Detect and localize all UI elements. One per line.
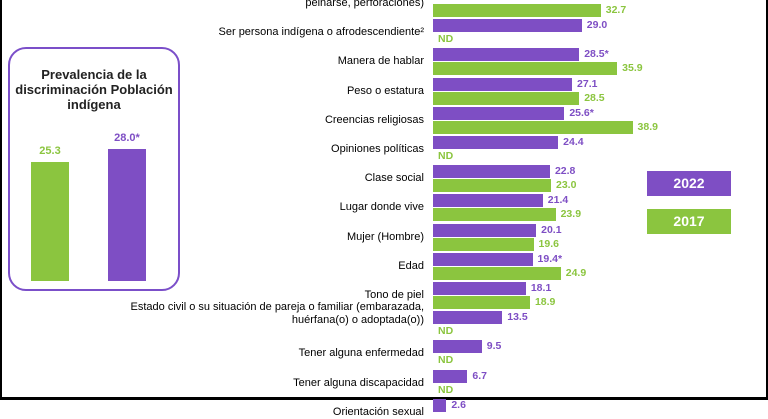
value-label-2017: 38.9 bbox=[637, 120, 658, 133]
category-label: Creencias religiosas bbox=[324, 113, 424, 126]
inset-bar-2022 bbox=[108, 149, 146, 281]
value-label-2017: 18.9 bbox=[534, 296, 556, 308]
category-label: Opiniones políticas bbox=[331, 143, 424, 155]
value-label-2022: 2.6 bbox=[451, 398, 466, 411]
value-label-2017: ND bbox=[438, 150, 454, 162]
value-label-2017: ND bbox=[438, 383, 454, 396]
value-label-2022: 28.5* bbox=[584, 48, 609, 61]
value-label-2017: ND bbox=[438, 325, 454, 338]
right-border bbox=[766, 0, 768, 400]
bar-2017 bbox=[433, 4, 601, 17]
category-label: Estado civil o su situación de pareja o … bbox=[130, 301, 424, 327]
bar-2017 bbox=[433, 266, 561, 280]
value-label-2022: 25.6* bbox=[569, 106, 594, 119]
inset-bar-2017 bbox=[31, 162, 69, 281]
bar-2022 bbox=[433, 136, 559, 149]
category-label: Edad bbox=[398, 259, 424, 272]
bar-2022 bbox=[433, 369, 468, 383]
value-label-2017: 23.9 bbox=[560, 208, 582, 221]
bar-2022 bbox=[433, 311, 503, 325]
inset-value-2022: 28.0* bbox=[114, 132, 140, 145]
legend-2017: 2017 bbox=[647, 209, 731, 234]
bar-2022 bbox=[433, 77, 573, 91]
value-label-2022: 19.4* bbox=[537, 252, 563, 265]
bar-2022 bbox=[433, 106, 565, 120]
value-label-2022: 9.5 bbox=[486, 340, 502, 353]
category-label: Manera de hablar bbox=[337, 55, 424, 68]
category-label: Lugar donde vive bbox=[339, 201, 424, 214]
category-label: Tener alguna enfermedad bbox=[298, 347, 424, 360]
value-label-2017: ND bbox=[438, 354, 454, 367]
value-label-2022: 18.1 bbox=[530, 282, 552, 294]
value-label-2022: 6.7 bbox=[472, 369, 487, 382]
value-label-2017: 32.7 bbox=[605, 4, 627, 16]
value-label-2022: 13.5 bbox=[507, 311, 528, 324]
bar-2017 bbox=[433, 120, 633, 134]
value-label-2017: 24.9 bbox=[565, 266, 587, 279]
bar-2022 bbox=[433, 398, 447, 412]
value-label-2017: ND bbox=[438, 33, 454, 46]
value-label-2017: 28.5 bbox=[584, 91, 605, 104]
value-label-2022: 24.4 bbox=[563, 136, 584, 148]
inset-title: Prevalencia de la discriminación Poblaci… bbox=[15, 67, 173, 112]
bar-2017 bbox=[433, 208, 556, 222]
category-label: peinarse, perforaciones) bbox=[305, 0, 424, 9]
value-label-2022: 21.4 bbox=[547, 194, 569, 207]
bar-2022 bbox=[433, 282, 526, 295]
value-label-2022: 20.1 bbox=[541, 223, 562, 236]
value-label-2022: 27.1 bbox=[577, 77, 598, 90]
category-label: Ser persona indígena o afrodescendiente² bbox=[218, 26, 424, 39]
bar-2017 bbox=[433, 296, 530, 309]
value-label-2022: 29.0 bbox=[586, 19, 608, 32]
bar-2017 bbox=[433, 91, 580, 105]
bar-2022 bbox=[433, 19, 582, 33]
bar-2022 bbox=[433, 48, 580, 62]
value-label-2017: 35.9 bbox=[622, 62, 643, 75]
bar-2022 bbox=[433, 165, 550, 179]
category-label: Tener alguna discapacidad bbox=[293, 376, 424, 389]
bar-2017 bbox=[433, 237, 534, 251]
bar-2022 bbox=[433, 223, 537, 237]
category-label: Orientación sexual bbox=[332, 405, 424, 418]
bar-2017 bbox=[433, 62, 618, 76]
bar-2022 bbox=[433, 340, 482, 354]
bar-2017 bbox=[433, 179, 551, 193]
prevalence-inset: Prevalencia de la discriminación Poblaci… bbox=[8, 47, 180, 291]
category-label: Clase social bbox=[364, 172, 424, 185]
category-label: Peso o estatura bbox=[346, 84, 424, 97]
bar-2022 bbox=[433, 194, 543, 208]
left-border bbox=[0, 0, 2, 400]
category-label: Tono de piel bbox=[364, 289, 424, 301]
inset-value-2017: 25.3 bbox=[39, 145, 61, 158]
value-label-2017: 19.6 bbox=[538, 237, 559, 250]
category-label: Mujer (Hombre) bbox=[346, 230, 424, 243]
bar-2022 bbox=[433, 252, 533, 266]
legend-2022: 2022 bbox=[647, 171, 731, 196]
value-label-2017: 23.0 bbox=[555, 179, 577, 192]
bottom-border bbox=[0, 397, 768, 400]
value-label-2022: 22.8 bbox=[554, 165, 576, 178]
